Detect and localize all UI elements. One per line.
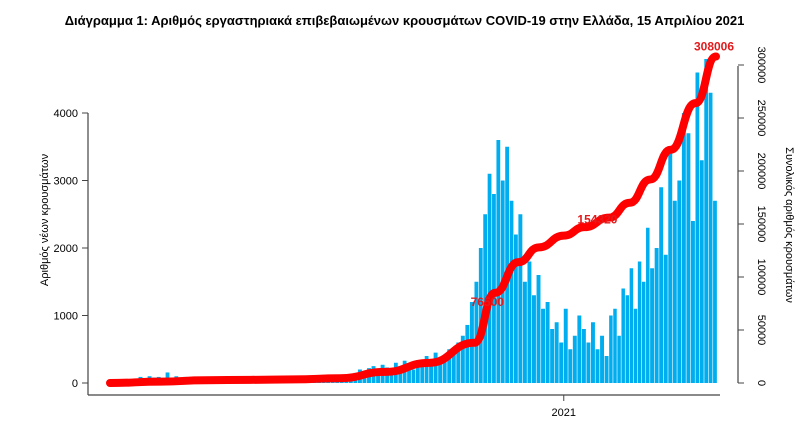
bar [518,214,523,383]
bar [708,92,713,383]
bar [659,187,664,383]
bar [586,342,591,383]
bar [663,254,668,383]
cumulative-line [106,52,720,387]
y-right-label: Συνολικός αριθμός κρουσμάτων [783,147,795,303]
y-right-tick-label: 150000 [755,206,767,243]
cumulative-label: 154320 [577,212,617,226]
bar [650,268,655,383]
bar [415,360,420,383]
y-right-tick-label: 50000 [755,315,767,346]
bar [609,315,613,383]
bar [637,261,642,383]
bar [554,322,559,383]
y-right-tick-label: 200000 [755,153,767,190]
bar [590,322,595,383]
bar [713,200,717,383]
bar [522,281,527,383]
y-left-tick-label: 1000 [54,311,78,323]
bar [581,329,586,383]
bar [672,200,677,383]
chart-title: Διάγραμμα 1: Αριθμός εργαστηριακά επιβεβ… [64,13,745,28]
bar [545,302,550,383]
bar [496,140,501,383]
bar [550,329,555,383]
bar [483,214,488,383]
bar [433,352,438,383]
bar [398,366,403,383]
y-right-tick-label: 300000 [755,47,767,84]
bar [429,359,434,383]
bar [460,335,465,383]
bar [633,308,638,383]
bar [625,295,630,383]
bar [704,59,709,383]
bar [536,275,541,383]
bar [376,369,381,383]
bar [677,180,682,383]
x-tick-label: 2021 [552,407,576,419]
bar [686,133,691,383]
bar [621,288,625,383]
cumulative-label: 308006 [694,40,734,54]
bar [690,221,695,383]
bar [617,335,621,383]
bar [424,356,429,383]
bar [438,362,443,383]
y-right-tick-label: 250000 [755,100,767,137]
y-left-tick-label: 2000 [54,243,78,255]
bar [505,146,510,383]
bar [577,315,582,383]
bar [568,349,573,383]
bar [527,261,532,383]
bar [411,369,416,383]
bar [509,200,514,383]
bar [595,349,600,383]
bar [420,362,425,383]
bar [478,248,483,383]
bar [681,113,686,383]
bar [699,160,704,383]
bar [646,227,650,383]
bar [654,248,659,383]
cumulative-label: 76500 [471,295,505,309]
bar [600,335,605,383]
bar [514,234,518,383]
bar [668,146,673,383]
bar [604,356,609,383]
bar [541,308,546,383]
bar [629,268,634,383]
bar [487,173,492,383]
bar [559,342,564,383]
bar [407,364,411,383]
y-left-tick-label: 0 [72,378,78,390]
bar-series [112,59,717,383]
y-right-tick-label: 0 [755,380,767,386]
y-left-tick-label: 4000 [54,108,78,120]
bar [613,308,617,383]
bar [447,349,452,383]
y-right-tick-label: 100000 [755,259,767,296]
bar [563,308,568,383]
bar [389,372,394,383]
bar [572,335,577,383]
bar [474,281,479,383]
bar [451,352,456,383]
bar [456,342,461,383]
bar [465,324,470,383]
y-left-tick-label: 3000 [54,176,78,188]
bar [492,194,496,383]
bar [532,295,536,383]
bar [641,281,646,383]
y-left-label: Αριθμός νέων κρουσμάτων [39,153,51,286]
bar [695,72,700,383]
bar [442,356,447,383]
